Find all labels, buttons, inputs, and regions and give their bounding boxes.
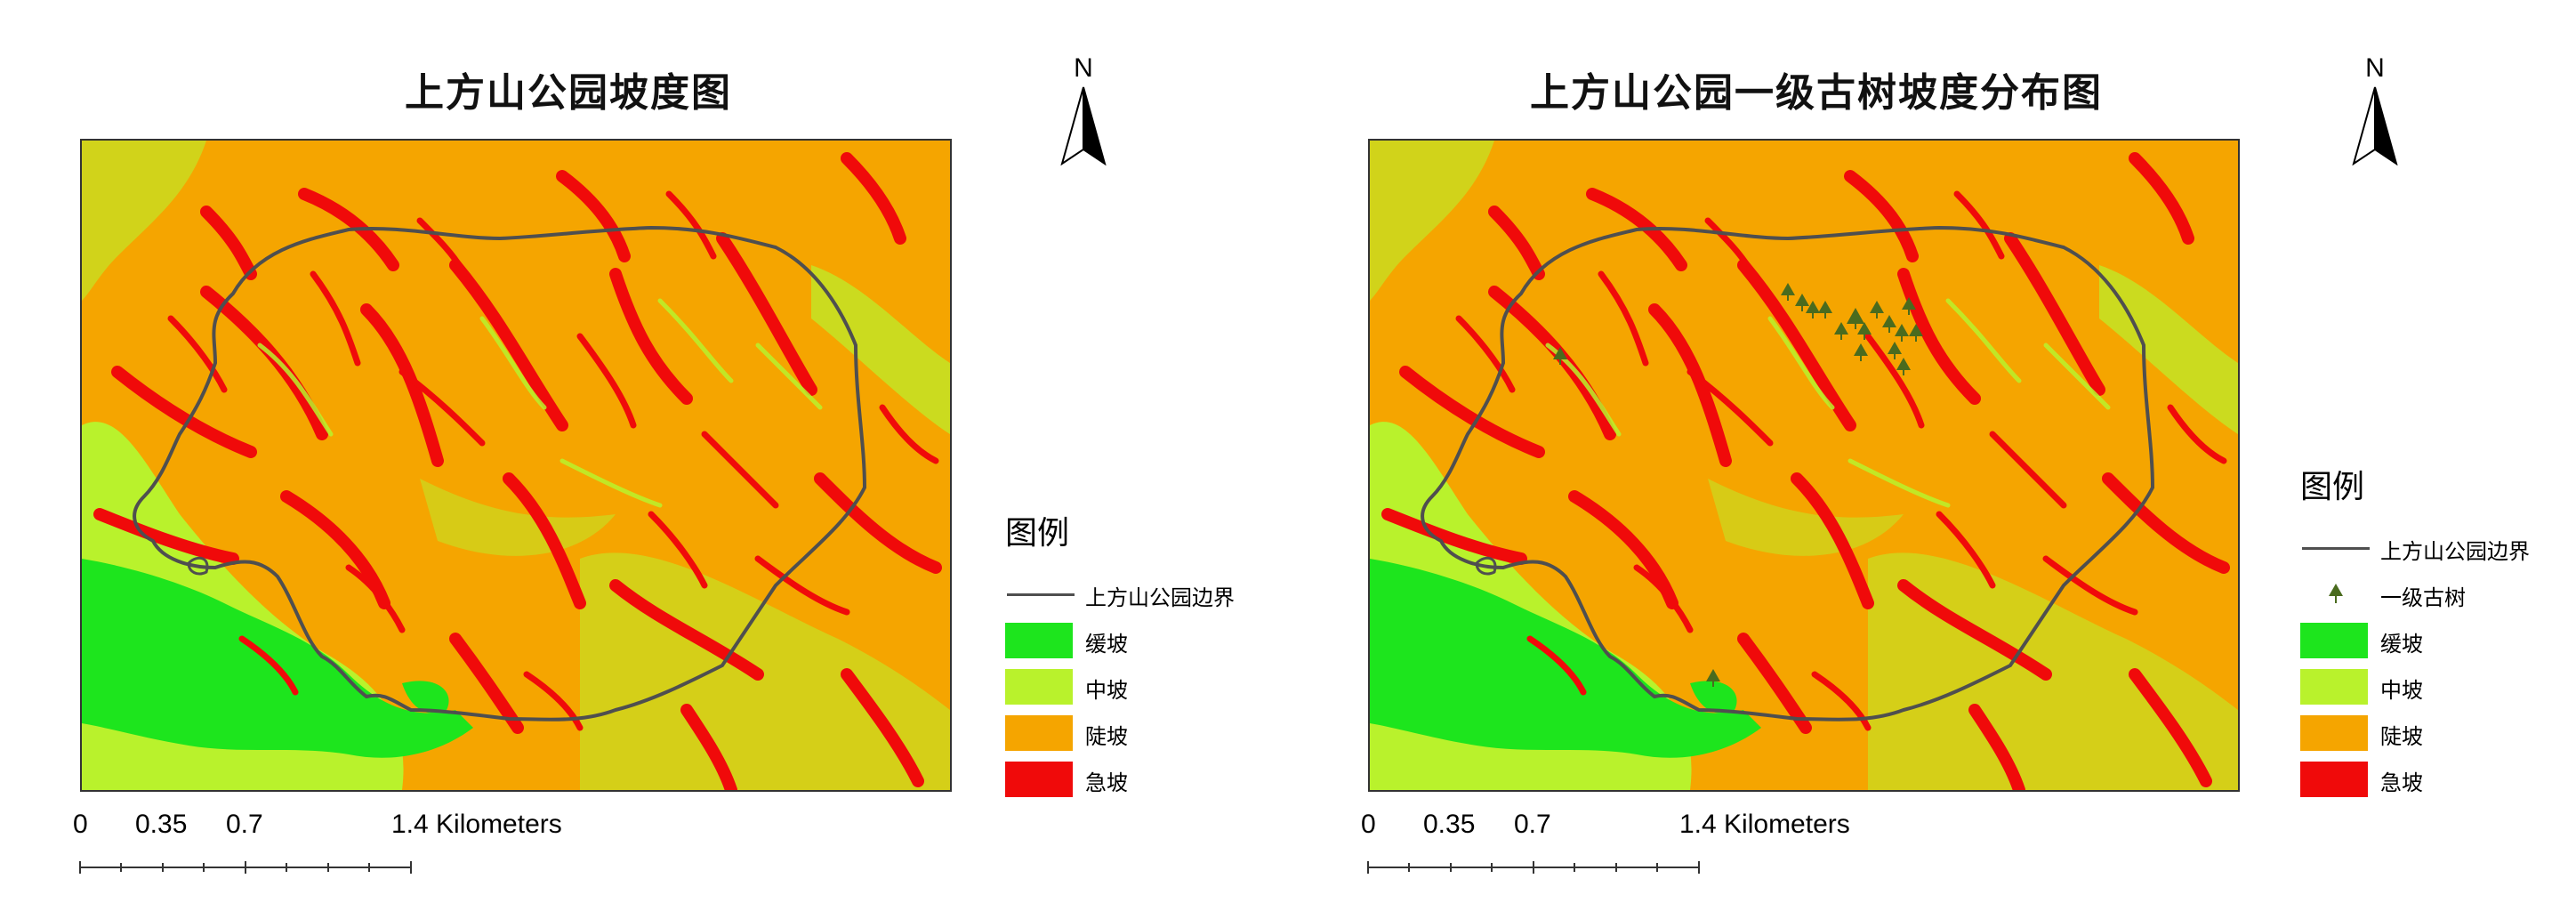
very-steep-slope-swatch	[2300, 762, 2368, 797]
legend-item-medium: 中坡	[2300, 664, 2576, 710]
legend-label: 上方山公园边界	[1085, 585, 1235, 610]
legend-item-steep: 陡坡	[2300, 710, 2576, 756]
tree-icon	[1795, 294, 1809, 311]
legend-label: 缓坡	[2380, 632, 2423, 657]
tree-icon	[1895, 324, 1909, 342]
legend-label: 上方山公园边界	[2380, 539, 2530, 564]
scale-bar-ruler	[1367, 861, 1700, 874]
boundary-line-swatch	[2302, 547, 2370, 550]
legend-title: 图例	[2300, 469, 2365, 505]
tree-icon	[1847, 308, 1864, 329]
north-label: N	[2365, 53, 2385, 83]
tree-icon	[1806, 301, 1820, 318]
scale-tick-label: 0.35	[1423, 810, 1476, 839]
legend-label: 陡坡	[1085, 724, 1128, 749]
map-title: 上方山公园坡度图	[405, 70, 732, 116]
legend-item-medium: 中坡	[1005, 664, 1290, 710]
ancient-tree-slope-map-panel: 上方山公园一级古树坡度分布图 N	[1288, 0, 2576, 911]
scale-bar: 0 0.35 0.7 1.4 Kilometers	[73, 810, 562, 881]
north-arrow: N	[1057, 53, 1110, 169]
tree-icon	[1706, 669, 1720, 687]
scale-tick-label: 1.4 Kilometers	[1679, 810, 1850, 839]
legend-item-steep: 陡坡	[1005, 710, 1290, 756]
slope-raster	[82, 141, 950, 790]
scale-tick-label: 0	[73, 810, 88, 839]
tree-icon	[1882, 315, 1896, 333]
tree-icon	[2329, 584, 2343, 603]
legend-label: 陡坡	[2380, 724, 2423, 749]
north-arrow: N	[2348, 53, 2402, 169]
slope-map-panel: 上方山公园坡度图 N	[73, 53, 1290, 881]
tree-icon	[1888, 342, 1902, 359]
medium-slope-swatch	[1005, 669, 1073, 705]
legend-title: 图例	[1005, 515, 1070, 552]
legend-item-gentle: 缓坡	[1005, 617, 1290, 664]
medium-slope-swatch	[2300, 669, 2368, 705]
boundary-line-swatch	[1007, 593, 1075, 596]
north-arrow-icon	[2352, 86, 2398, 165]
legend: 图例 上方山公园边界 缓坡 中坡 陡坡 急坡	[1005, 507, 1290, 802]
legend-label: 中坡	[1085, 678, 1128, 703]
legend-item-very-steep: 急坡	[1005, 756, 1290, 802]
legend-label: 急坡	[2380, 770, 2423, 795]
scale-tick-label: 1.4 Kilometers	[391, 810, 562, 839]
legend-item-boundary: 上方山公园边界	[1005, 571, 1290, 617]
gentle-slope-swatch	[2300, 623, 2368, 658]
legend-item-boundary: 上方山公园边界	[2300, 525, 2576, 571]
legend-label: 中坡	[2380, 678, 2423, 703]
gentle-slope-swatch	[1005, 623, 1073, 658]
north-arrow-icon	[1060, 86, 1107, 165]
scale-tick-label: 0.35	[135, 810, 188, 839]
scale-tick-label: 0.7	[226, 810, 263, 839]
legend-label: 急坡	[1085, 770, 1128, 795]
tree-icon	[1834, 322, 1848, 340]
tree-icon	[1902, 297, 1916, 315]
tree-icon	[1857, 322, 1872, 340]
legend-item-very-steep: 急坡	[2300, 756, 2576, 802]
steep-slope-swatch	[2300, 715, 2368, 751]
slope-raster	[1370, 141, 2238, 790]
map-title: 上方山公园一级古树坡度分布图	[1530, 70, 2103, 116]
steep-slope-swatch	[1005, 715, 1073, 751]
tree-icon	[1870, 301, 1884, 318]
tree-icon	[1553, 347, 1567, 365]
north-label: N	[1074, 53, 1093, 83]
legend: 图例 上方山公园边界 一级古树 缓坡 中坡 陡坡 急坡	[2300, 461, 2576, 802]
legend-item-ancient-tree: 一级古树	[2300, 571, 2576, 617]
legend-label: 缓坡	[1085, 632, 1128, 657]
legend-item-gentle: 缓坡	[2300, 617, 2576, 664]
scale-tick-label: 0	[1361, 810, 1376, 839]
scale-tick-label: 0.7	[1514, 810, 1551, 839]
scale-bar-ruler	[79, 861, 412, 874]
scale-bar: 0 0.35 0.7 1.4 Kilometers	[1361, 810, 1850, 881]
legend-label: 一级古树	[2380, 585, 2466, 610]
tree-icon	[1896, 358, 1911, 375]
ancient-trees	[1553, 283, 1923, 687]
slope-map[interactable]	[80, 139, 952, 792]
tree-icon	[1909, 324, 1923, 342]
tree-slope-map[interactable]	[1368, 139, 2240, 792]
very-steep-slope-swatch	[1005, 762, 1073, 797]
tree-icon	[1854, 343, 1868, 361]
tree-icon	[1781, 283, 1795, 301]
tree-icon	[1818, 301, 1832, 318]
